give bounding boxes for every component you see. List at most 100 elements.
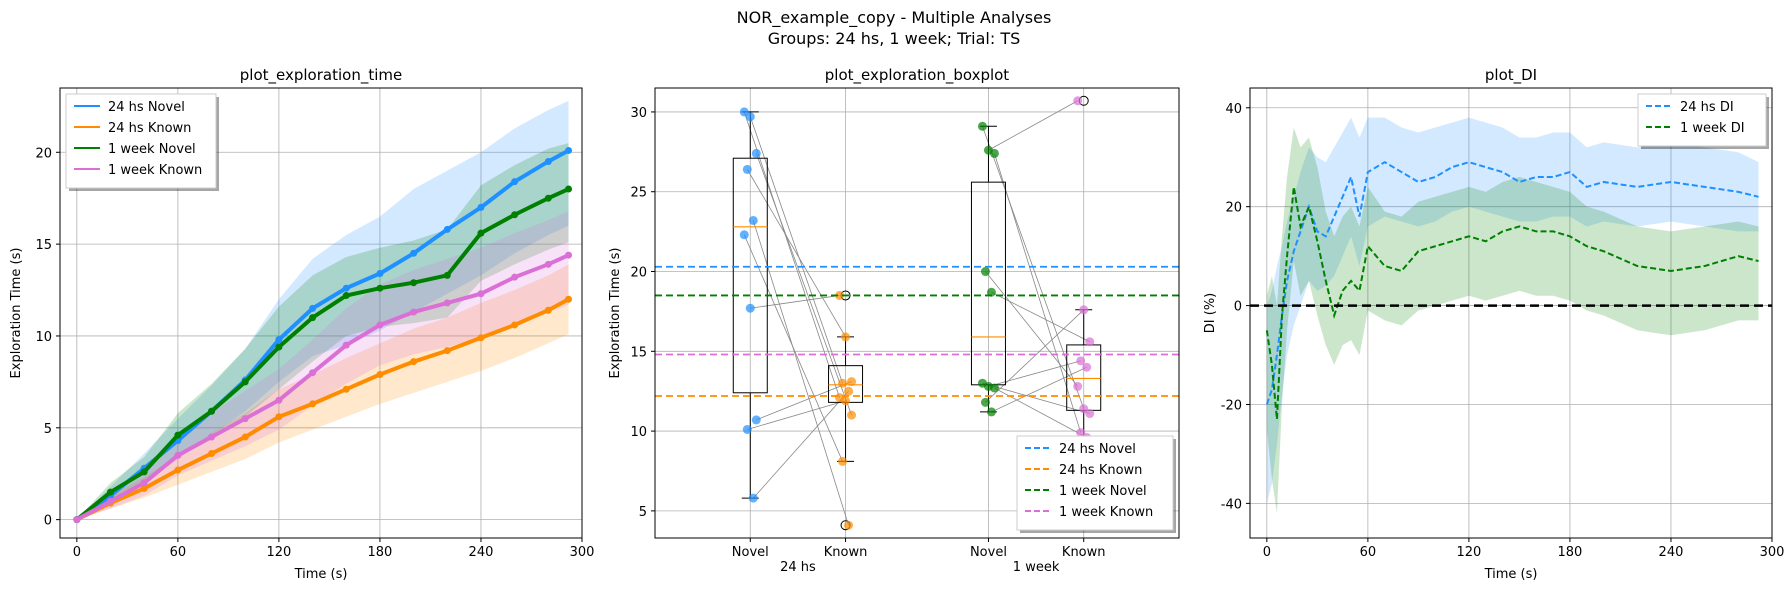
pair-link — [991, 291, 1090, 343]
y-tick-label: 15 — [35, 238, 52, 253]
pair-link — [991, 366, 1087, 413]
data-point — [1079, 404, 1089, 414]
x-tick-label: 120 — [266, 545, 291, 560]
data-point — [739, 230, 749, 240]
data-point — [1073, 381, 1083, 391]
data-point — [1085, 409, 1095, 419]
legend-entry: 1 week DI — [1680, 121, 1745, 136]
series-line — [75, 187, 570, 522]
data-point — [745, 112, 755, 122]
confidence-band — [76, 143, 569, 520]
data-point — [1082, 362, 1092, 372]
data-point — [511, 211, 519, 219]
data-point — [844, 386, 854, 396]
data-point — [565, 295, 573, 303]
data-point — [980, 397, 990, 407]
y-tick-label: 10 — [35, 330, 52, 345]
data-point — [241, 378, 249, 386]
y-tick-label: 20 — [630, 266, 647, 281]
data-point — [73, 516, 81, 524]
x-tick-label: 0 — [1263, 545, 1271, 560]
y-tick-label: -40 — [1221, 497, 1242, 512]
data-point — [544, 260, 552, 268]
confidence-band — [76, 264, 569, 520]
y-tick-label: 10 — [630, 425, 647, 440]
data-point — [751, 148, 761, 158]
data-point — [565, 185, 573, 193]
panel-title: plot_exploration_boxplot — [825, 66, 1010, 85]
data-point — [1079, 305, 1089, 315]
y-axis-label: DI (%) — [1203, 293, 1218, 333]
pair-link — [988, 100, 1078, 151]
data-point — [847, 410, 857, 420]
data-point — [342, 292, 350, 300]
pair-link — [988, 360, 1081, 387]
y-axis-label: Exploration Time (s) — [9, 248, 24, 379]
x-tick-label: 300 — [1760, 545, 1785, 560]
data-point — [275, 413, 283, 421]
data-point — [107, 497, 115, 505]
series-line — [1265, 186, 1759, 420]
data-point — [208, 407, 216, 415]
x-axis-label: Time (s) — [1484, 567, 1538, 582]
exploration-time-panel: 0 60 120 180 240 300 0 5 10 15 20 plot_exploration_… — [9, 66, 594, 582]
x-tick-label: 60 — [170, 545, 187, 560]
y-axis-label: Exploration Time (s) — [608, 248, 623, 379]
data-point — [841, 332, 851, 342]
data-point — [1085, 337, 1095, 347]
data-point — [544, 157, 552, 165]
data-point — [1076, 428, 1086, 438]
pair-link — [752, 220, 849, 526]
y-tick-label: 5 — [639, 505, 647, 520]
data-point — [275, 396, 283, 404]
data-point — [208, 433, 216, 441]
data-point — [174, 466, 182, 474]
x-axis-label: Time (s) — [294, 567, 348, 582]
data-point — [847, 377, 857, 387]
data-point — [838, 378, 848, 388]
legend-entry: 1 week Known — [1059, 505, 1153, 520]
data-point — [1073, 96, 1083, 106]
legend-entry: 24 hs Known — [1059, 463, 1142, 478]
data-point — [443, 347, 451, 355]
x-tick-label: 180 — [1558, 545, 1583, 560]
pair-link — [752, 390, 849, 499]
y-tick-label: 30 — [630, 106, 647, 121]
x-tick-label: Novel — [970, 545, 1007, 560]
y-tick-label: 20 — [35, 146, 52, 161]
data-point — [835, 290, 845, 300]
data-point — [309, 304, 317, 312]
series-line — [1265, 161, 1759, 405]
data-point — [241, 433, 249, 441]
data-point — [989, 148, 999, 158]
data-point — [342, 284, 350, 292]
data-point — [410, 358, 418, 366]
data-point — [986, 287, 996, 297]
data-point — [841, 396, 851, 406]
legend-entry: 1 week Novel — [1059, 484, 1147, 499]
axes-frame — [1249, 87, 1773, 539]
data-point — [174, 431, 182, 439]
data-point — [742, 164, 752, 174]
legend-entry: 24 hs Known — [108, 121, 191, 136]
data-point — [275, 336, 283, 344]
panel-title: plot_exploration_time — [240, 66, 402, 85]
pair-link — [994, 153, 1082, 433]
data-point — [342, 341, 350, 349]
data-point — [739, 107, 749, 117]
data-point — [376, 321, 384, 329]
data-point — [309, 400, 317, 408]
x-tick-label: 240 — [1659, 545, 1684, 560]
data-point — [511, 178, 519, 186]
data-point — [376, 371, 384, 379]
data-point — [544, 306, 552, 314]
data-point — [742, 424, 752, 434]
x-tick-label: Novel — [732, 545, 769, 560]
y-tick-label: 5 — [44, 422, 52, 437]
data-point — [107, 488, 115, 496]
confidence-band — [1266, 117, 1759, 504]
axes-frame — [59, 87, 583, 539]
data-point — [565, 146, 573, 154]
pair-link — [743, 234, 843, 462]
